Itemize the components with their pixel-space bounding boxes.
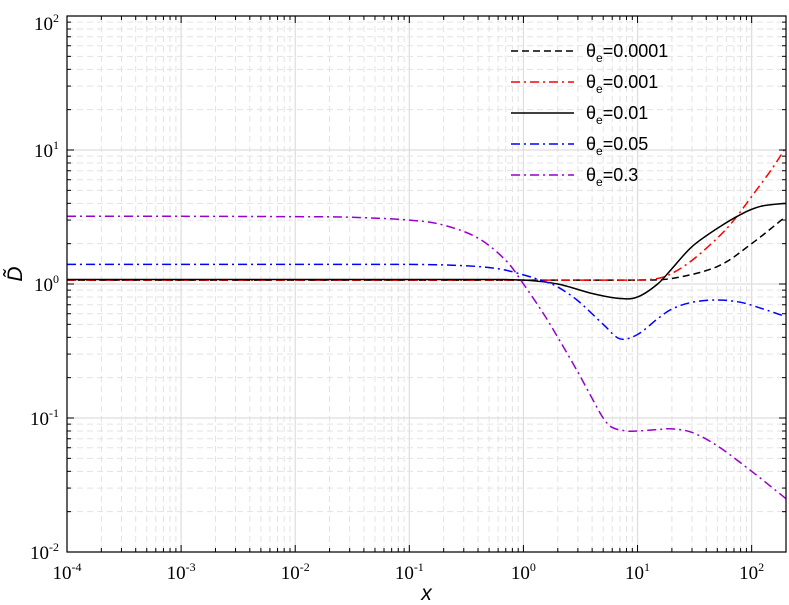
y-axis-label: D̃ — [3, 266, 27, 281]
x-tick-label: 10-4 — [53, 560, 82, 584]
grid — [66, 15, 787, 553]
x-tick-label: 10-3 — [167, 560, 196, 584]
x-tick-label: 101 — [625, 560, 650, 584]
series-line-3 — [67, 263, 786, 341]
y-tick-label: 101 — [34, 138, 59, 162]
x-tick-label: 10-1 — [395, 560, 424, 584]
y-tick-label: 102 — [34, 11, 59, 35]
legend-label: θe=0.0001 — [586, 41, 668, 65]
x-tick-label: 102 — [739, 560, 764, 584]
y-tick-label: 10-2 — [30, 540, 59, 564]
x-tick-labels: 10-4 10-3 10-2 10-1 100 101 102 — [53, 560, 765, 584]
legend-label: θe=0.05 — [586, 134, 648, 158]
legend-label: θe=0.001 — [586, 72, 658, 96]
series-line-2 — [67, 202, 786, 300]
legend-label: θe=0.01 — [586, 103, 648, 127]
series-line-1 — [67, 146, 786, 281]
series-line-4 — [67, 215, 786, 500]
x-tick-label: 100 — [511, 560, 536, 584]
tick-marks — [66, 15, 787, 553]
legend-label: θe=0.3 — [586, 165, 638, 189]
y-tick-label: 100 — [34, 272, 59, 296]
legend: θe=0.0001 θe=0.001 θe=0.01 θe=0.05 θe=0.3 — [511, 41, 668, 189]
x-tick-label: 10-2 — [281, 560, 310, 584]
series-lines — [67, 146, 786, 500]
y-tick-label: 10-1 — [30, 406, 59, 430]
y-tick-labels: 10-2 10-1 100 101 102 — [30, 11, 59, 564]
x-axis-label: x — [420, 582, 433, 605]
